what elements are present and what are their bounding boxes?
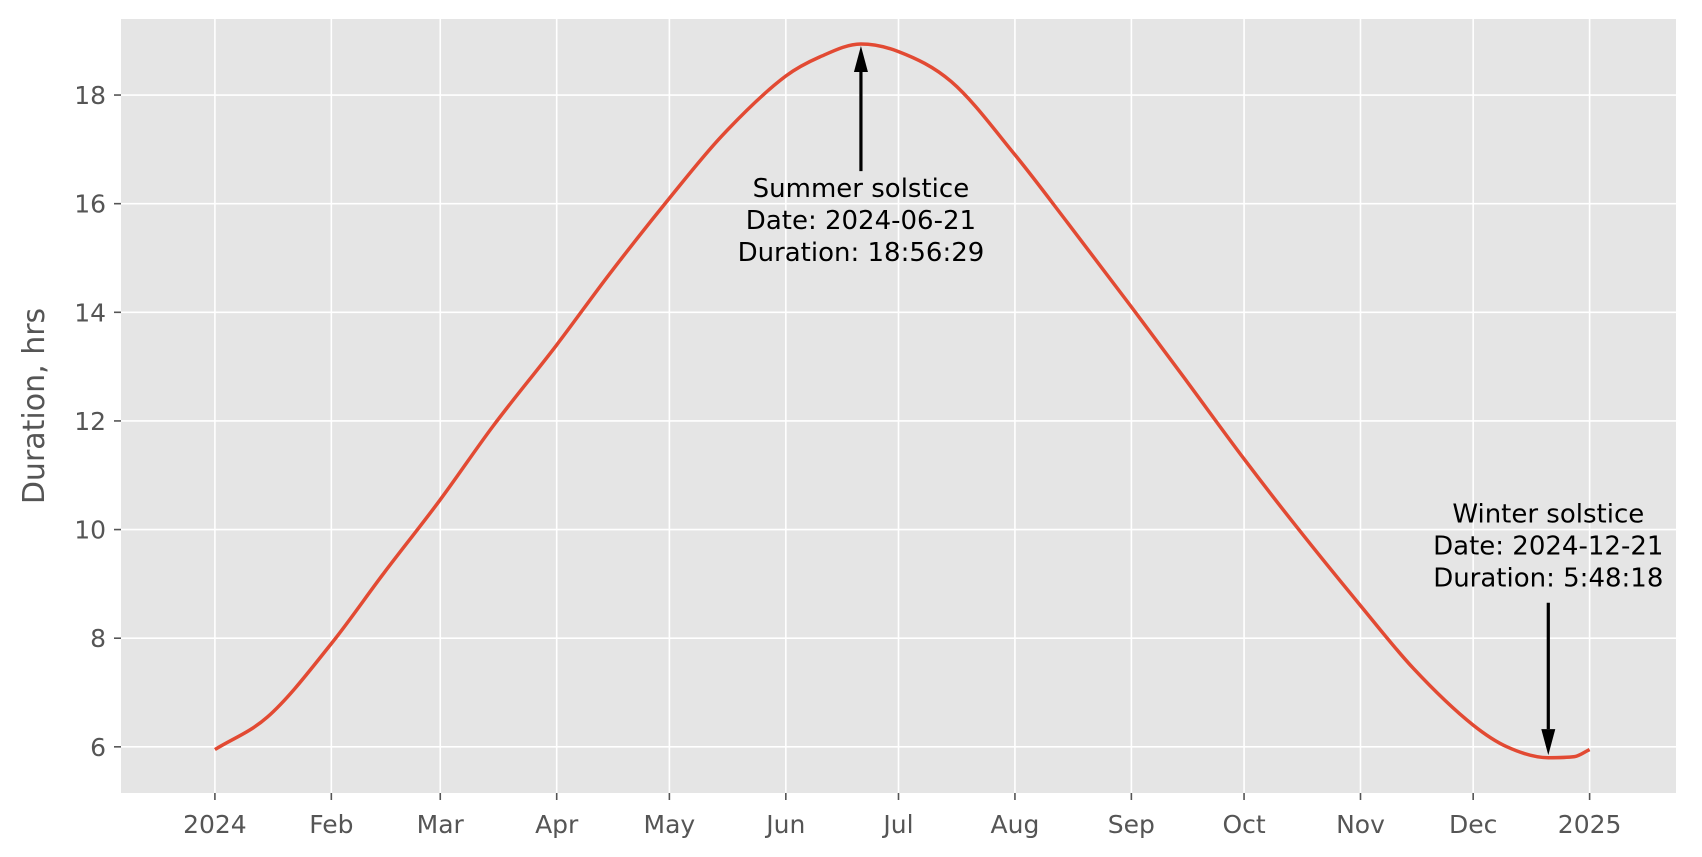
y-tick-label: 14: [74, 298, 106, 327]
summer-arrow-head: [853, 45, 868, 72]
winter-annotation-line: Winter solstice: [1452, 500, 1644, 530]
x-tick-label: Feb: [309, 810, 353, 839]
y-tick-label: 12: [74, 407, 106, 436]
y-tick-label: 8: [90, 624, 106, 653]
x-tick-label: Oct: [1222, 810, 1265, 839]
y-axis-label: Duration, hrs: [17, 308, 52, 504]
y-tick-label: 6: [90, 733, 106, 762]
summer-annotation-line: Date: 2024-06-21: [746, 206, 976, 236]
x-tick-label: Apr: [535, 810, 579, 839]
x-tick-label: Jun: [764, 810, 805, 839]
summer-annotation-line: Summer solstice: [753, 174, 970, 204]
x-tick-label: Sep: [1108, 810, 1155, 839]
x-tick-label: Dec: [1449, 810, 1497, 839]
x-tick-label: Nov: [1336, 810, 1385, 839]
winter-annotation-line: Date: 2024-12-21: [1433, 532, 1663, 562]
winter-arrow-head: [1541, 729, 1556, 756]
x-tick-label: Mar: [417, 810, 465, 839]
x-gridlines: [214, 19, 1591, 793]
daylight-duration-line: [213, 42, 1591, 760]
winter-annotation-line: Duration: 5:48:18: [1433, 564, 1663, 594]
y-tick-label: 18: [74, 81, 106, 110]
y-tick-label: 10: [74, 516, 106, 545]
y-gridlines: [121, 94, 1676, 748]
x-tick-label: May: [644, 810, 696, 839]
x-tick-label: 2024: [183, 810, 247, 839]
x-tick-label: Jul: [881, 810, 913, 839]
x-tick-label: Aug: [991, 810, 1040, 839]
x-axis: 2024 Feb Mar Apr May Jun Jul Aug Sep Oct Nov Dec 202…: [183, 793, 1621, 839]
y-tick-label: 16: [74, 190, 106, 219]
x-tick-label: 2025: [1558, 810, 1622, 839]
y-axis: 6 8 10 12 14 16 18: [74, 81, 121, 762]
summer-annotation-line: Duration: 18:56:29: [738, 238, 985, 268]
